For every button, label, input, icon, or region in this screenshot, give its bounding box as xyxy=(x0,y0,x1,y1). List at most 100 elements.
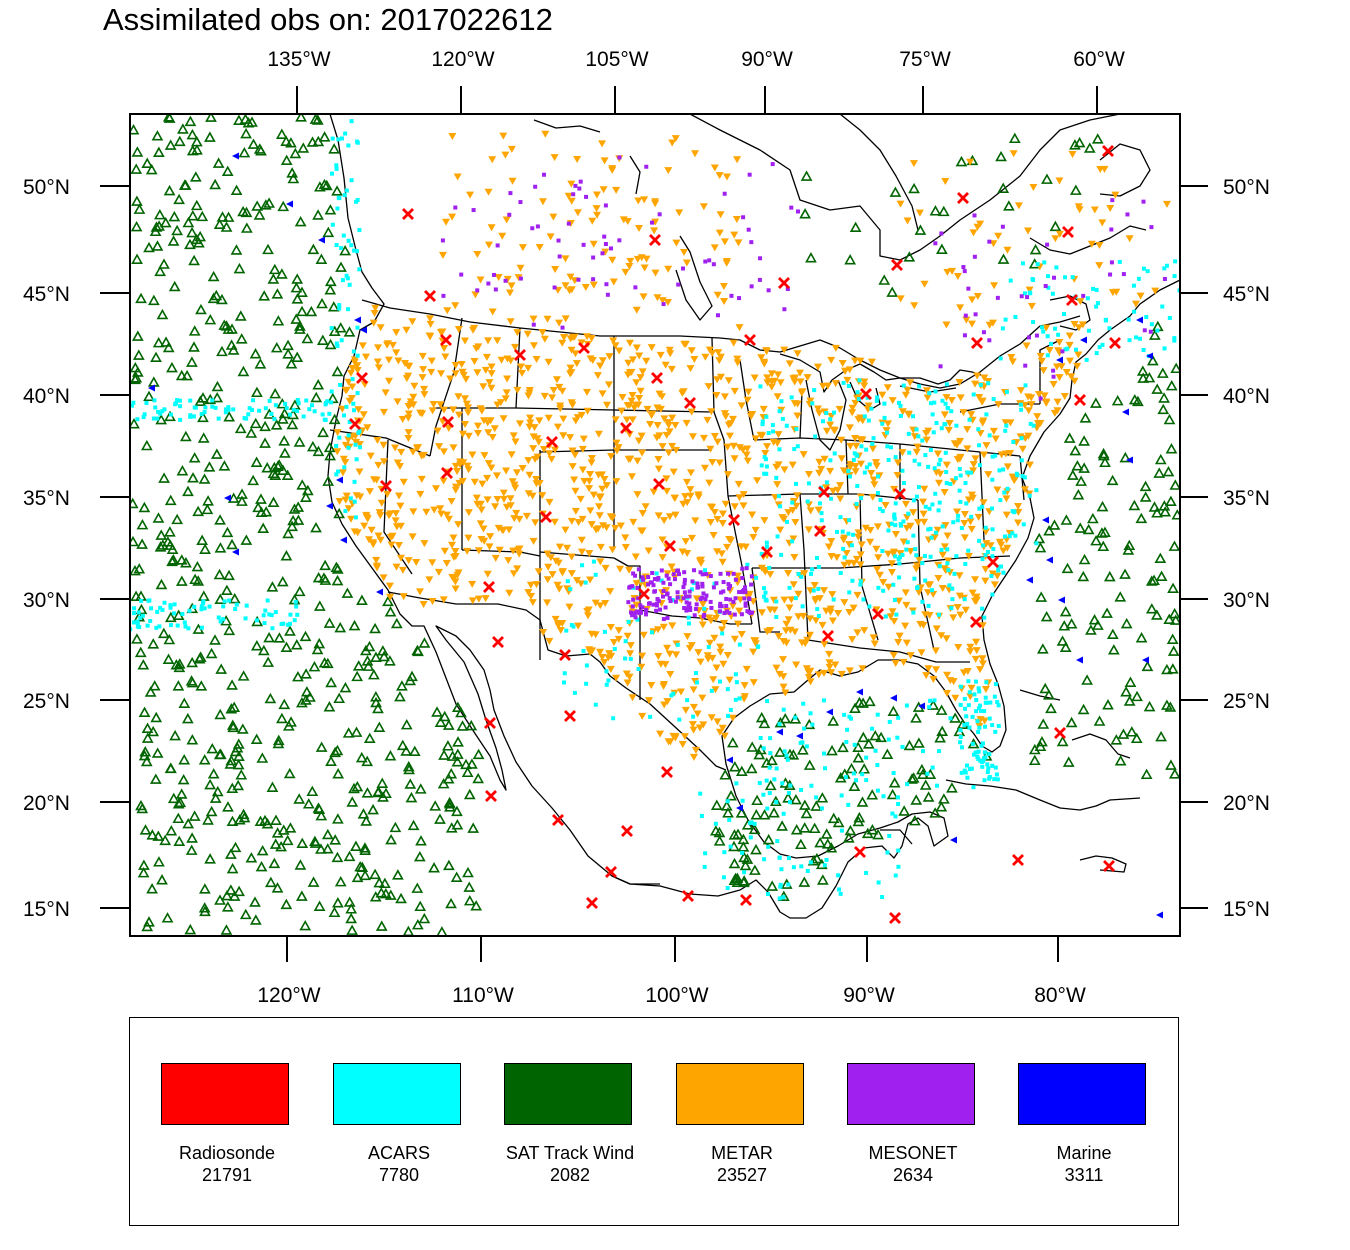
metar-marker xyxy=(551,446,560,454)
metar-marker xyxy=(903,514,912,522)
metar-marker xyxy=(1065,357,1074,365)
acars-marker xyxy=(895,795,900,800)
metar-marker xyxy=(686,492,695,500)
metar-marker xyxy=(543,315,552,323)
metar-marker xyxy=(773,481,782,489)
sat-track-wind-marker xyxy=(308,660,321,672)
sat-track-wind-marker xyxy=(315,253,328,264)
acars-marker xyxy=(914,494,919,499)
metar-marker xyxy=(600,157,609,165)
acars-marker xyxy=(295,398,300,403)
acars-marker xyxy=(987,716,992,721)
metar-marker xyxy=(466,191,475,199)
acars-marker xyxy=(351,401,356,406)
sat-track-wind-marker xyxy=(442,719,455,730)
mesonet-marker xyxy=(636,567,641,572)
mesonet-marker xyxy=(681,596,686,601)
radiosonde-marker xyxy=(484,717,496,729)
legend-item-radiosonde: Radiosonde 21791 xyxy=(161,1018,293,1218)
metar-marker xyxy=(346,369,355,377)
sat-track-wind-marker xyxy=(249,896,261,907)
acars-marker xyxy=(265,598,270,603)
acars-marker xyxy=(351,408,356,413)
metar-marker xyxy=(1100,165,1109,173)
acars-marker xyxy=(130,627,133,632)
acars-marker xyxy=(131,400,136,405)
mesonet-marker xyxy=(495,243,500,248)
metar-marker xyxy=(852,555,861,563)
metar-marker xyxy=(561,255,570,263)
acars-marker xyxy=(1162,266,1167,271)
metar-marker xyxy=(638,652,647,660)
sat-track-wind-marker xyxy=(236,495,248,506)
sat-track-wind-marker xyxy=(728,857,741,869)
acars-marker xyxy=(930,502,935,507)
acars-marker xyxy=(800,740,805,745)
metar-marker xyxy=(425,315,434,323)
metar-marker xyxy=(683,499,692,507)
metar-marker xyxy=(506,495,515,503)
metar-marker xyxy=(391,517,400,525)
sat-track-wind-marker xyxy=(166,543,179,554)
mesonet-marker xyxy=(604,282,609,287)
sat-track-wind-marker xyxy=(273,459,286,470)
metar-marker xyxy=(699,434,708,442)
metar-marker xyxy=(678,548,687,556)
sat-track-wind-marker xyxy=(152,830,165,841)
acars-marker xyxy=(787,800,792,805)
radiosonde-marker xyxy=(441,467,453,479)
metar-marker xyxy=(539,629,548,637)
sat-track-wind-marker xyxy=(266,581,279,592)
mesonet-marker xyxy=(682,590,687,595)
radiosonde-marker xyxy=(1103,860,1115,872)
acars-marker xyxy=(771,429,776,434)
radiosonde-marker xyxy=(1102,145,1114,157)
acars-marker xyxy=(882,415,887,420)
metar-marker xyxy=(682,478,691,486)
metar-marker xyxy=(559,415,568,423)
metar-marker xyxy=(599,522,608,530)
metar-marker xyxy=(409,508,418,516)
sat-track-wind-marker xyxy=(149,225,162,237)
metar-marker xyxy=(850,357,859,365)
metar-marker xyxy=(960,510,969,518)
acars-marker xyxy=(958,734,963,739)
sat-track-wind-marker xyxy=(173,658,186,669)
acars-marker xyxy=(160,409,165,414)
acars-marker xyxy=(354,457,359,462)
sat-track-wind-marker xyxy=(294,320,306,331)
acars-marker xyxy=(1177,288,1180,293)
acars-marker xyxy=(875,788,880,793)
sat-track-wind-marker xyxy=(908,182,920,194)
metar-marker xyxy=(623,679,632,687)
metar-marker xyxy=(503,275,512,283)
metar-marker xyxy=(362,513,371,521)
sat-track-wind-marker xyxy=(130,590,142,601)
acars-marker xyxy=(900,552,905,557)
mesonet-marker xyxy=(700,572,705,577)
sat-track-wind-marker xyxy=(319,559,331,571)
acars-marker xyxy=(267,398,272,403)
sat-track-wind-marker xyxy=(1059,605,1072,617)
metar-marker xyxy=(623,632,632,640)
sat-track-wind-marker xyxy=(937,205,950,217)
metar-marker xyxy=(529,445,538,453)
sat-track-wind-marker xyxy=(369,622,381,634)
metar-marker xyxy=(791,374,800,382)
acars-marker xyxy=(562,671,567,676)
acars-marker xyxy=(970,741,975,746)
acars-marker xyxy=(1050,291,1055,296)
acars-marker xyxy=(762,586,767,591)
acars-marker xyxy=(932,698,937,703)
metar-marker xyxy=(799,451,808,459)
sat-track-wind-marker xyxy=(296,696,308,708)
sat-track-wind-marker xyxy=(748,823,761,835)
sat-track-wind-marker xyxy=(153,146,165,157)
acars-marker xyxy=(819,518,824,523)
sat-track-wind-marker xyxy=(147,376,160,387)
metar-marker xyxy=(901,391,910,399)
acars-marker xyxy=(346,433,351,438)
radiosonde-marker xyxy=(684,397,696,409)
sat-track-wind-marker xyxy=(249,914,262,925)
sat-track-wind-marker xyxy=(205,647,218,659)
